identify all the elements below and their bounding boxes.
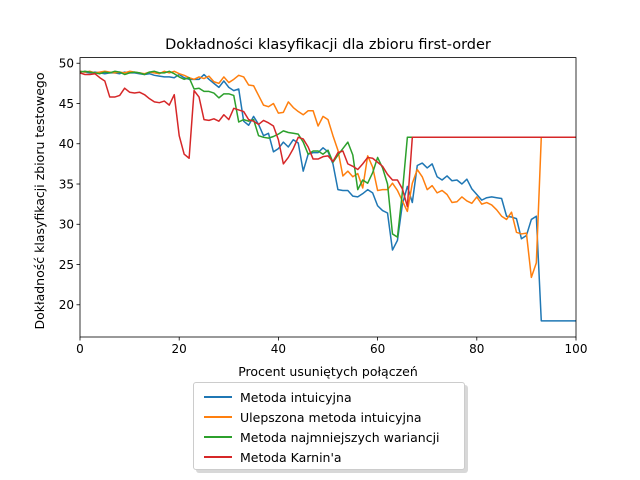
legend-label: Metoda najmniejszych wariancji [240,429,440,445]
y-tick-label: 30 [59,218,74,232]
y-axis-label: Dokładność klasyfikacji zbioru testowego [32,72,47,329]
chart-title: Dokładności klasyfikacji dla zbioru firs… [165,37,491,53]
legend-swatch [204,396,232,398]
legend-item: Metoda intuicyjna [204,388,352,406]
y-tick-label: 45 [59,97,74,111]
series-line-0 [79,70,576,322]
y-tick-label: 25 [59,258,74,272]
series-line-2 [79,70,576,238]
legend-swatch [204,416,232,418]
y-tick-label: 35 [59,177,74,191]
y-tick-label: 50 [59,57,74,71]
legend-swatch [204,436,232,438]
y-tick-label: 20 [59,298,74,312]
series-line-3 [79,72,576,208]
y-tick-label: 40 [59,137,74,151]
legend-label: Metoda intuicyjna [240,389,352,405]
legend-item: Metoda najmniejszych wariancji [204,428,440,446]
x-tick-label: 0 [76,342,84,356]
plot-frame [79,57,577,338]
legend-swatch [204,456,232,458]
legend-label: Metoda Karnin'a [240,449,342,465]
x-axis-label: Procent usuniętych połączeń [238,364,418,379]
plot-lines [79,70,576,322]
x-tick-label: 60 [370,342,385,356]
legend-item: Metoda Karnin'a [204,448,342,466]
series-line-1 [79,70,576,279]
x-tick-label: 20 [172,342,187,356]
axes: 0 20 40 60 80 100 20 25 30 35 40 45 50 [59,57,588,356]
x-tick-label: 40 [271,342,286,356]
legend-item: Ulepszona metoda intuicyjna [204,408,422,426]
legend: Metoda intuicyjna Ulepszona metoda intui… [193,382,465,470]
legend-label: Ulepszona metoda intuicyjna [240,409,422,425]
x-tick-label: 80 [469,342,484,356]
x-tick-label: 100 [565,342,588,356]
